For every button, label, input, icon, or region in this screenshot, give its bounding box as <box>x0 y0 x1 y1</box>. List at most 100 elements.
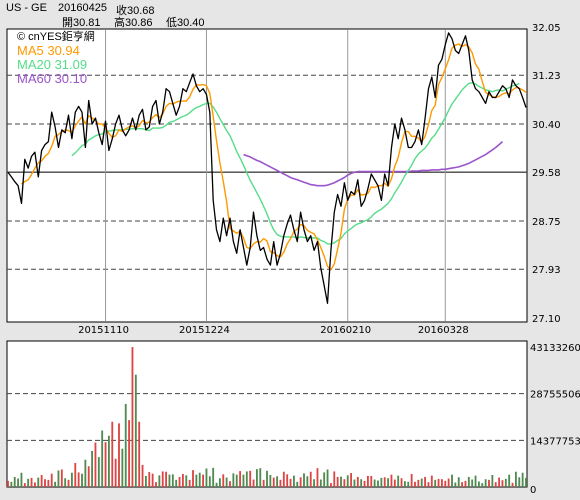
volume-bar <box>178 476 181 487</box>
volume-bar <box>447 478 450 487</box>
volume-bar <box>84 459 87 487</box>
volume-bar <box>128 420 131 487</box>
volume-bar <box>165 471 168 487</box>
volume-bar <box>521 472 524 487</box>
volume-bar <box>97 457 100 487</box>
volume-bar <box>215 482 218 487</box>
volume-bar <box>222 474 225 487</box>
volume-bar <box>514 471 517 487</box>
volume-bar <box>239 471 242 487</box>
volume-bar <box>111 421 114 487</box>
volume-bar <box>366 475 369 487</box>
volume-bar <box>377 480 379 487</box>
volume-bar <box>195 474 198 487</box>
volume-bar <box>13 476 16 487</box>
volume-bar <box>340 476 342 487</box>
volume-bar <box>276 476 279 487</box>
volume-bar <box>151 473 154 487</box>
volume-bar <box>518 477 521 487</box>
volume-bar <box>451 474 453 487</box>
volume-bar <box>50 473 53 487</box>
volume-bar <box>420 478 423 487</box>
volume-bar <box>175 479 178 487</box>
volume-bar <box>225 477 228 487</box>
volume-bar <box>467 476 470 487</box>
volume-bar <box>44 479 46 487</box>
volume-bar <box>269 474 272 487</box>
volume-bar <box>141 464 144 487</box>
volume-bar <box>333 471 336 487</box>
volume-bar <box>296 481 299 487</box>
volume-bar <box>370 475 373 487</box>
volume-bar <box>107 435 110 487</box>
volume-bar <box>350 473 353 487</box>
volume-bar <box>491 474 494 487</box>
volume-bar <box>47 479 50 487</box>
volume-bar <box>144 475 147 487</box>
volume-bar <box>343 479 346 487</box>
volume-bar <box>249 470 252 487</box>
volume-bar <box>91 450 94 487</box>
volume-bar <box>430 475 433 487</box>
volume-bar <box>181 474 184 487</box>
volume-bar <box>54 481 57 487</box>
volume-bar <box>282 471 285 487</box>
x-tick-label: 20151224 <box>179 325 230 336</box>
volume-bar <box>397 475 400 487</box>
volume-bar <box>383 477 386 487</box>
volume-bar <box>40 474 43 487</box>
volume-bar <box>279 479 282 487</box>
volume-bar <box>356 476 359 487</box>
volume-y-tick: 287555067 <box>530 390 580 401</box>
volume-bar <box>94 442 97 487</box>
volume-bar <box>471 479 474 487</box>
ma5-line <box>21 43 527 271</box>
volume-bar <box>118 423 120 487</box>
volume-bar <box>454 482 457 487</box>
volume-bar <box>508 474 511 487</box>
legend-ma5: MA5 30.94 <box>17 43 80 58</box>
volume-bar <box>498 477 501 487</box>
volume-bar <box>410 474 413 487</box>
volume-bar <box>477 481 480 487</box>
volume-bar <box>525 477 527 487</box>
header-high: 高30.86 <box>114 17 153 29</box>
ma60-line <box>243 141 504 187</box>
volume-bar <box>30 477 33 487</box>
volume-bar <box>57 470 60 487</box>
volume-bar <box>168 474 171 487</box>
volume-bar <box>323 472 326 487</box>
volume-bar <box>407 481 410 487</box>
volume-bar <box>292 475 295 487</box>
volume-bar <box>77 472 80 487</box>
volume-bar <box>67 479 70 487</box>
volume-bar <box>262 479 265 487</box>
volume-bar <box>390 474 393 487</box>
volume-bar <box>252 479 255 487</box>
volume-bar <box>309 471 312 487</box>
volume-bar <box>33 482 36 487</box>
volume-bar <box>255 469 258 487</box>
volume-bar <box>60 469 63 487</box>
volume-bar <box>138 421 141 487</box>
volume-bar <box>161 471 164 487</box>
volume-bar <box>511 482 514 487</box>
volume-bar <box>494 482 497 487</box>
x-tick-label: 20160328 <box>418 325 469 336</box>
close-line <box>7 32 527 304</box>
volume-bar <box>299 477 302 487</box>
volume-bar <box>245 471 248 487</box>
price-panel <box>6 28 528 323</box>
volume-bar <box>198 472 201 487</box>
price-y-tick: 31.23 <box>532 71 561 82</box>
header-date: 20160425 <box>58 2 107 14</box>
volume-bar <box>393 479 396 487</box>
volume-bar <box>7 480 9 487</box>
volume-bar <box>121 448 124 487</box>
volume-bar <box>403 481 406 487</box>
volume-y-tick: 143777533 <box>530 436 580 447</box>
price-y-tick: 27.10 <box>532 314 561 325</box>
volume-bar <box>114 458 117 487</box>
volume-bar <box>316 468 319 487</box>
